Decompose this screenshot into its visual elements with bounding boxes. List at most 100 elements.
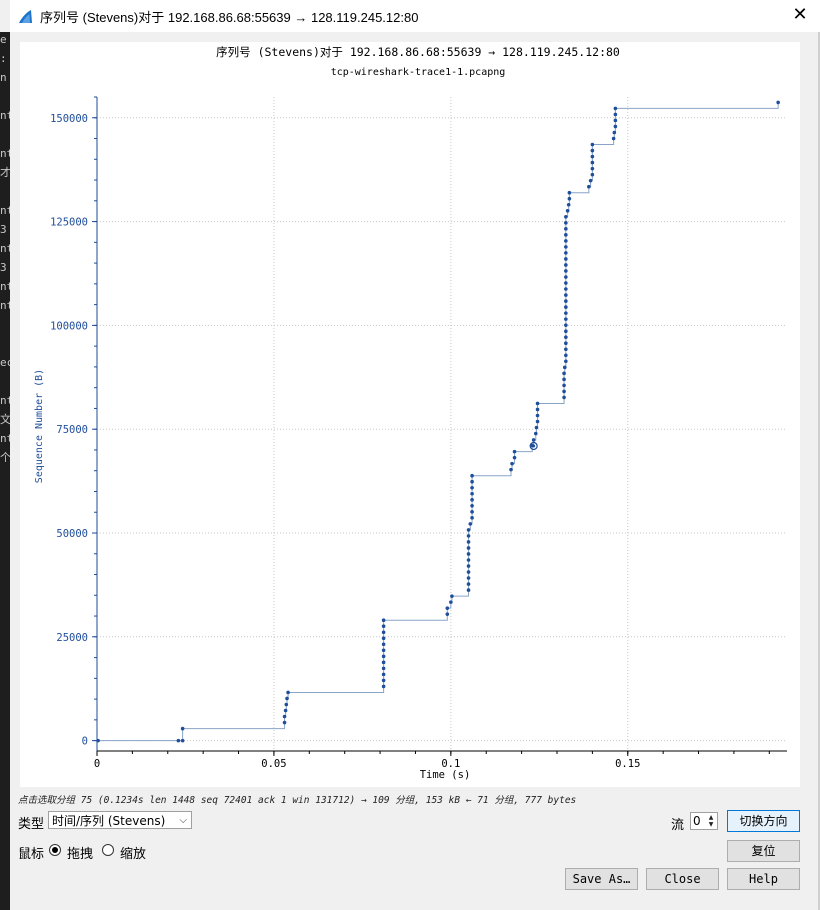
x-tick-label: 0 [94, 758, 100, 770]
background-text-fragment: 个 [0, 451, 11, 464]
data-point [564, 263, 568, 267]
data-point [566, 202, 571, 207]
stevens-graph[interactable]: 序列号 (Stevens)对于 192.168.86.68:55639 → 12… [20, 42, 800, 787]
data-point [533, 431, 538, 436]
data-point [590, 166, 595, 171]
data-point [562, 395, 566, 400]
stream-spinbox[interactable]: 0 ▲ ▼ [690, 812, 718, 830]
background-text-fragment: nt [0, 280, 14, 293]
data-point [590, 154, 595, 159]
y-axis-label: Sequence Number (B) [34, 369, 45, 483]
wireshark-fin-icon [19, 10, 32, 23]
close-icon[interactable]: ✕ [792, 4, 808, 25]
data-point [512, 455, 517, 460]
stream-value: 0 [693, 814, 701, 828]
plot-subtitle: tcp-wireshark-trace1-1.pcapng [331, 67, 506, 78]
x-tick-label: 0.05 [261, 758, 286, 770]
reset-button[interactable]: 复位 [727, 840, 800, 862]
data-point [510, 461, 514, 466]
data-point [286, 690, 290, 695]
y-tick-label: 0 [82, 736, 88, 748]
data-point [466, 564, 471, 568]
spin-up-icon[interactable]: ▲ [708, 814, 714, 821]
data-point [470, 504, 474, 508]
data-point [531, 438, 536, 442]
data-point [470, 510, 474, 514]
data-point [565, 208, 570, 213]
data-point [611, 136, 616, 141]
zoom-radio[interactable] [102, 844, 114, 856]
data-point [282, 720, 287, 725]
type-label: 类型 [18, 817, 45, 832]
x-tick-label: 0.1 [441, 758, 460, 770]
data-point [567, 196, 572, 201]
data-point [466, 558, 471, 562]
background-text-fragment: ec [0, 356, 14, 369]
y-tick-label: 50000 [56, 528, 88, 540]
data-point [466, 570, 471, 574]
data-point [613, 112, 618, 117]
data-point [466, 534, 471, 538]
background-text-fragment: : [0, 52, 7, 65]
data-point [381, 624, 386, 629]
data-point [587, 184, 591, 189]
background-text-fragment: nt [0, 299, 14, 312]
graph-type-select[interactable]: 时间/序列 (Stevens) ⌵ [48, 811, 192, 829]
selected-point-center [532, 444, 536, 448]
status-line: 点击选取分组 75 (0.1234s len 1448 seq 72401 ac… [18, 795, 577, 806]
data-point [381, 618, 386, 622]
data-point [381, 630, 386, 635]
data-point [381, 666, 386, 671]
data-point [445, 606, 450, 610]
data-point [590, 172, 595, 177]
data-point [535, 407, 540, 412]
data-point [381, 684, 386, 689]
data-point [466, 576, 471, 580]
graph-type-value: 时间/序列 (Stevens) [52, 814, 166, 828]
zoom-label: 缩放 [120, 847, 147, 862]
background-text-fragment: nt [0, 394, 14, 407]
data-point [180, 726, 185, 731]
close-button[interactable]: Close [646, 868, 719, 890]
data-point [512, 449, 517, 454]
data-point [564, 245, 568, 249]
window-border [818, 32, 820, 910]
data-point [284, 702, 289, 707]
dialog-body: 序列号 (Stevens)对于 192.168.86.68:55639 → 12… [10, 32, 820, 910]
data-point [176, 738, 181, 743]
switch-direction-button[interactable]: 切换方向 [727, 810, 800, 832]
background-text-fragment: nt [0, 242, 14, 255]
data-point [283, 708, 288, 713]
data-point [96, 738, 100, 743]
data-point [612, 130, 617, 135]
data-point [466, 528, 471, 532]
data-point [613, 106, 618, 111]
drag-radio[interactable] [49, 844, 61, 856]
data-point [381, 660, 386, 665]
help-button[interactable]: Help [727, 868, 800, 890]
data-point [562, 389, 566, 394]
data-point [564, 341, 568, 346]
data-point [564, 299, 568, 303]
data-point [180, 738, 185, 743]
selected-point-marker [529, 441, 538, 451]
data-point [445, 612, 450, 616]
data-point [564, 233, 568, 237]
data-point [564, 287, 568, 291]
data-point [466, 546, 471, 550]
data-point [564, 353, 568, 358]
data-point [564, 221, 568, 225]
data-point [535, 401, 540, 406]
data-point [590, 142, 595, 147]
data-point [564, 305, 568, 309]
y-tick-label: 100000 [50, 320, 88, 332]
spin-down-icon[interactable]: ▼ [708, 821, 714, 828]
background-text-fragment: e [0, 33, 7, 46]
background-text-fragment: nt [0, 147, 14, 160]
window-titlebar: 序列号 (Stevens)对于 192.168.86.68:55639 → 12… [10, 0, 820, 32]
save-as-button[interactable]: Save As… [565, 868, 638, 890]
y-tick-label: 125000 [50, 217, 88, 229]
data-point [381, 636, 386, 641]
data-point [564, 323, 568, 327]
plot-area[interactable]: 序列号 (Stevens)对于 192.168.86.68:55639 → 12… [20, 42, 800, 787]
